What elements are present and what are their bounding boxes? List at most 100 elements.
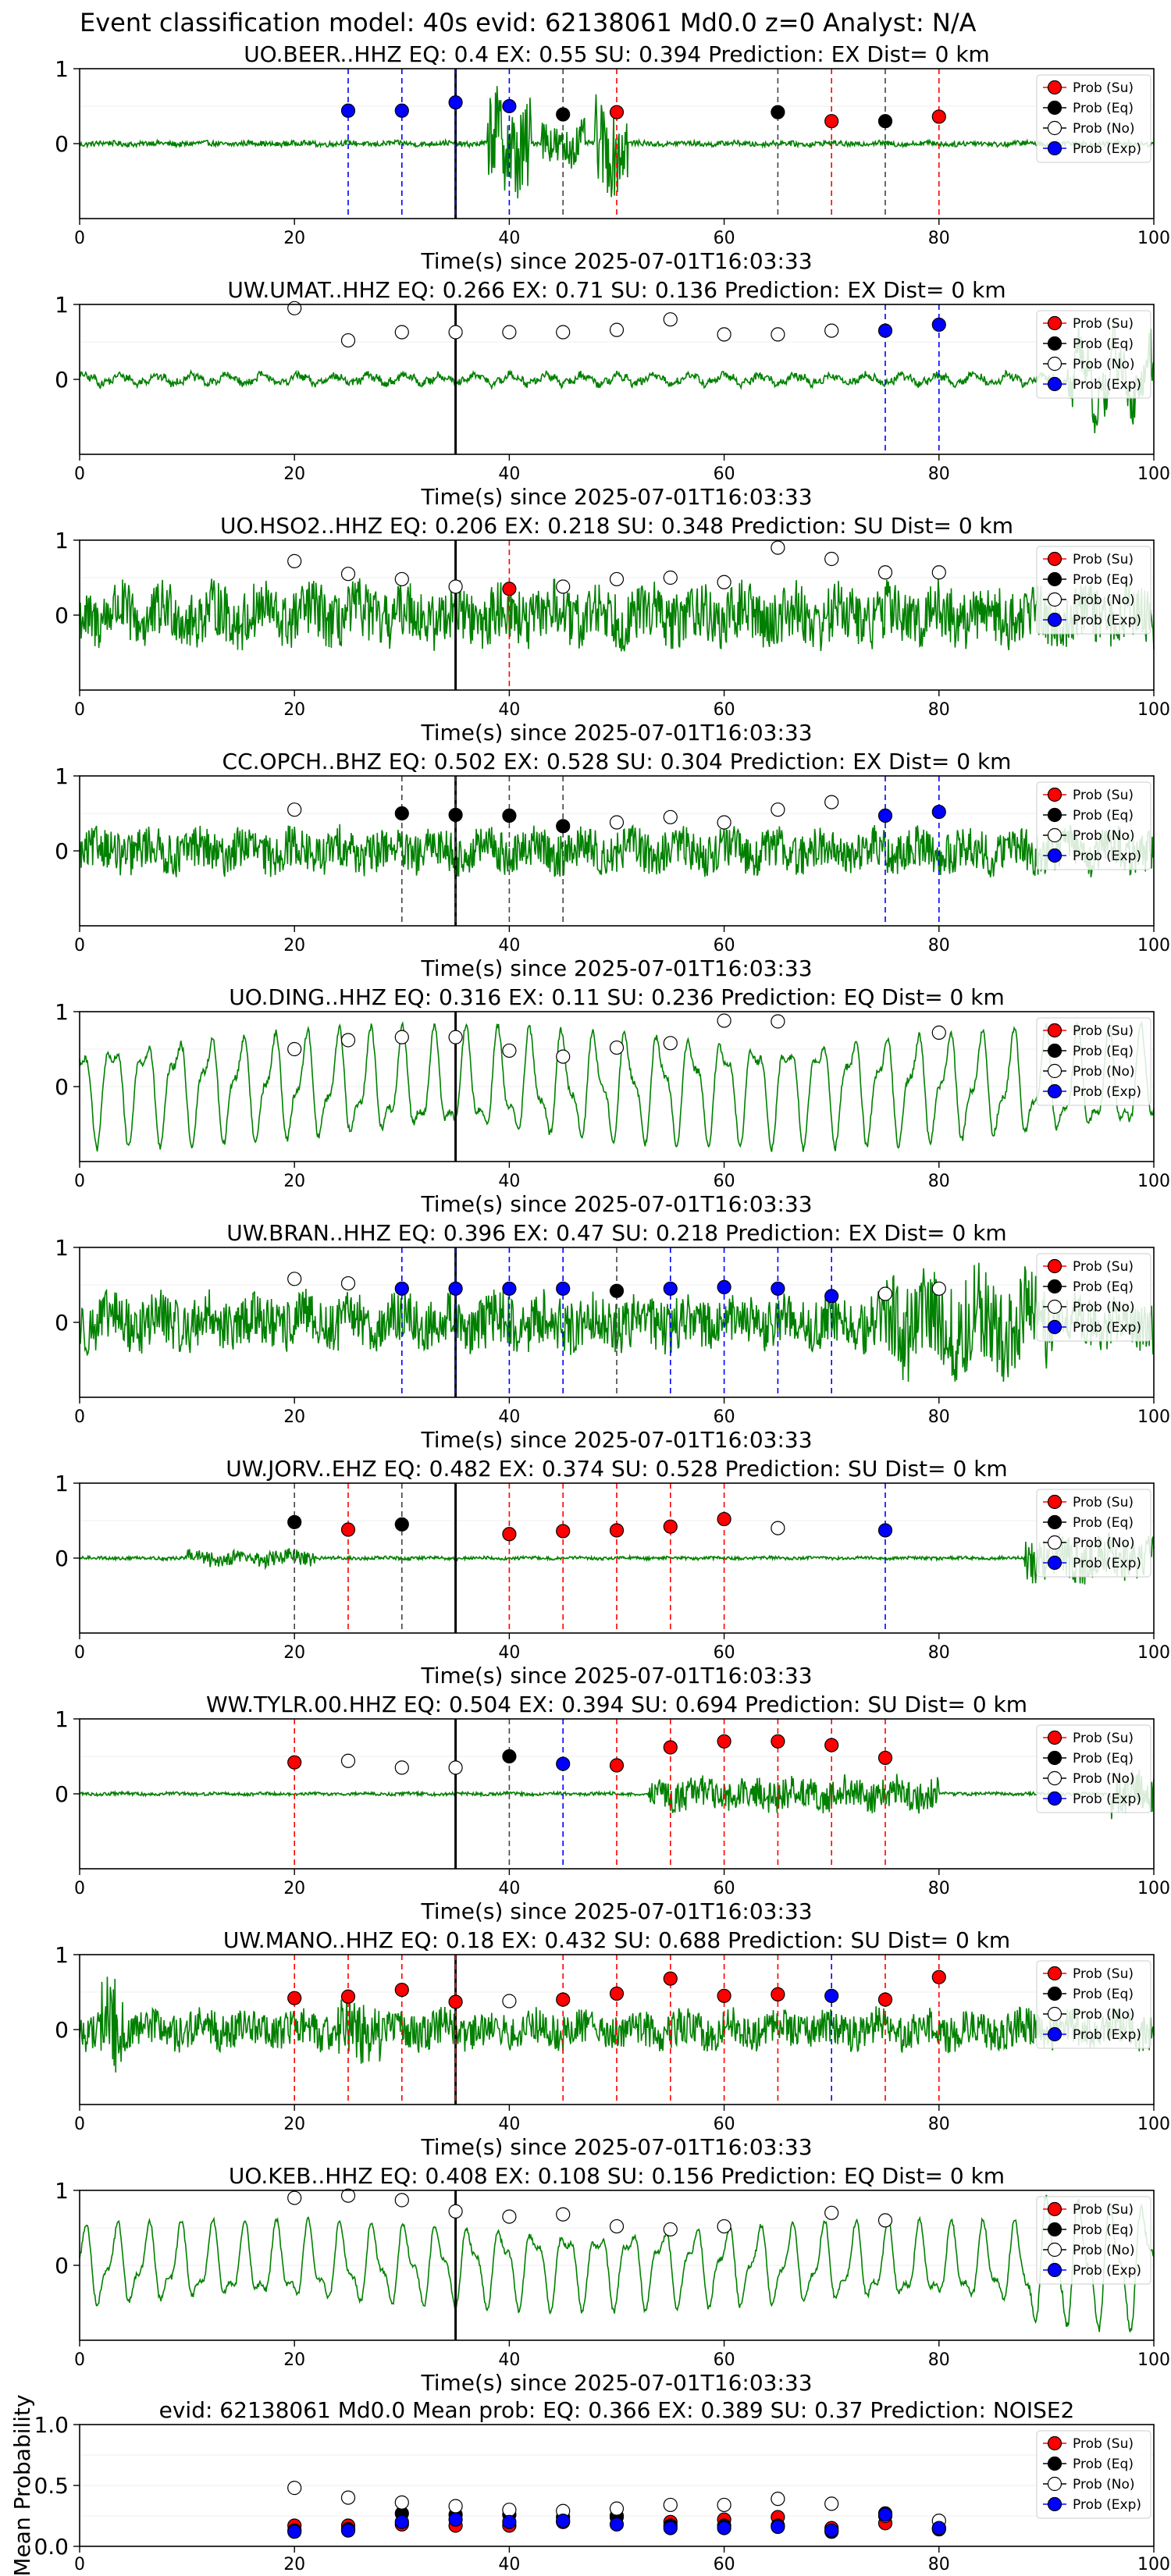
legend-marker xyxy=(1047,80,1062,95)
panel-title: UW.MANO..HHZ EQ: 0.18 EX: 0.432 SU: 0.68… xyxy=(223,1927,1010,1953)
y-tick-label: 0.5 xyxy=(34,2473,69,2499)
legend-marker xyxy=(1047,1555,1062,1571)
mean-prob-marker xyxy=(609,2501,625,2516)
prob-marker xyxy=(340,1989,356,2004)
legend-label: Prob (No) xyxy=(1073,121,1135,137)
x-axis-label: Time(s) since 2025-07-01T16:03:33 xyxy=(420,484,812,510)
legend-label: Prob (Exp) xyxy=(1073,377,1141,393)
x-tick-label: 40 xyxy=(498,464,520,484)
legend-box xyxy=(1036,1960,1151,2049)
legend-marker xyxy=(1047,1535,1062,1550)
legend-marker xyxy=(1047,356,1062,372)
x-tick-label: 100 xyxy=(1137,1643,1170,1663)
prob-marker xyxy=(287,301,302,315)
x-tick-label: 20 xyxy=(283,229,305,248)
prob-marker xyxy=(877,114,893,129)
legend-label: Prob (No) xyxy=(1073,357,1135,372)
x-tick-label: 0 xyxy=(74,1643,85,1663)
panel-title: UW.UMAT..HHZ EQ: 0.266 EX: 0.71 SU: 0.13… xyxy=(227,277,1005,303)
mean-prob-marker xyxy=(663,2521,678,2535)
x-axis-label: Time(s) since 2025-07-01T16:03:33 xyxy=(420,2370,812,2396)
y-tick-label: 1.0 xyxy=(34,2412,69,2438)
prob-marker xyxy=(340,103,356,118)
x-tick-label: 0 xyxy=(74,464,85,484)
panel-title: WW.TYLR.00.HHZ EQ: 0.504 EX: 0.394 SU: 0… xyxy=(206,1692,1027,1717)
y-tick-label: 1 xyxy=(55,56,69,82)
mean-prob-marker xyxy=(287,2481,302,2496)
mean-prob-marker xyxy=(824,2496,839,2511)
prob-marker xyxy=(556,1049,571,1064)
prob-marker xyxy=(877,323,893,338)
legend-label: Prob (Eq) xyxy=(1073,2457,1134,2472)
figure-title: Event classification model: 40s evid: 62… xyxy=(80,8,977,37)
x-tick-label: 80 xyxy=(928,1407,950,1427)
legend-label: Prob (No) xyxy=(1073,2477,1135,2492)
legend-box xyxy=(1036,310,1151,399)
prob-marker xyxy=(609,571,625,587)
y-tick-label: 0 xyxy=(55,1546,69,1571)
y-tick-label: 0 xyxy=(55,1074,69,1100)
legend-label: Prob (Exp) xyxy=(1073,2027,1141,2043)
mean-prob-marker xyxy=(448,2512,463,2527)
x-tick-label: 20 xyxy=(283,1172,305,1191)
prob-marker xyxy=(663,1519,678,1534)
x-tick-label: 40 xyxy=(498,1172,520,1191)
prob-marker xyxy=(609,105,625,119)
panel-title: CC.OPCH..BHZ EQ: 0.502 EX: 0.528 SU: 0.3… xyxy=(222,749,1012,774)
y-tick-label: 1 xyxy=(55,999,69,1025)
prob-marker xyxy=(502,582,517,596)
mean-prob-marker xyxy=(287,2524,302,2539)
x-tick-label: 0 xyxy=(74,229,85,248)
mean-prob-marker xyxy=(448,2499,463,2514)
prob-marker xyxy=(448,1030,463,1044)
prob-marker xyxy=(717,1988,731,2003)
legend-label: Prob (Eq) xyxy=(1073,101,1134,116)
prob-marker xyxy=(931,1281,946,1296)
prob-marker xyxy=(877,565,893,580)
y-tick-label: 0 xyxy=(55,1310,69,1336)
y-axis-label: Mean Probability xyxy=(9,2394,35,2576)
y-tick-label: 1 xyxy=(55,1471,69,1496)
legend-marker xyxy=(1047,612,1062,628)
prob-marker xyxy=(771,327,785,342)
legend-label: Prob (Su) xyxy=(1073,1731,1134,1746)
prob-marker xyxy=(448,325,463,340)
legend-marker xyxy=(1047,1299,1062,1315)
prob-marker xyxy=(556,1756,571,1771)
legend-label: Prob (Exp) xyxy=(1073,1556,1141,1571)
legend-marker xyxy=(1047,1791,1062,1806)
waveform-trace xyxy=(79,86,1155,199)
panel-title: evid: 62138061 Md0.0 Mean prob: EQ: 0.36… xyxy=(159,2397,1075,2423)
prob-marker xyxy=(609,322,625,337)
prob-marker xyxy=(663,1971,678,1986)
x-tick-label: 100 xyxy=(1137,229,1170,248)
x-tick-label: 80 xyxy=(928,1172,950,1191)
prob-marker xyxy=(556,1992,571,2007)
legend-marker xyxy=(1047,1063,1062,1079)
legend-box xyxy=(1036,546,1151,635)
prob-marker xyxy=(394,1030,409,1044)
prob-marker xyxy=(717,575,731,589)
prob-marker xyxy=(502,1749,517,1764)
prob-marker xyxy=(609,815,625,830)
prob-marker xyxy=(502,1043,517,1059)
y-tick-label: 0 xyxy=(55,838,69,864)
x-axis-label: Time(s) since 2025-07-01T16:03:33 xyxy=(420,248,812,274)
prob-marker xyxy=(556,1281,571,1296)
x-tick-label: 100 xyxy=(1137,1879,1170,1898)
prob-marker xyxy=(340,1033,356,1048)
legend-label: Prob (No) xyxy=(1073,1771,1135,1787)
mean-prob-marker xyxy=(771,2519,785,2535)
prob-marker xyxy=(663,312,678,327)
mean-prob-marker xyxy=(877,2507,893,2522)
x-tick-label: 0 xyxy=(74,2555,85,2574)
prob-marker xyxy=(663,1036,678,1051)
x-tick-label: 20 xyxy=(283,1407,305,1427)
x-tick-label: 60 xyxy=(714,2555,735,2574)
prob-marker xyxy=(448,2204,463,2218)
x-tick-label: 60 xyxy=(714,2115,735,2134)
prob-marker xyxy=(717,1511,731,1527)
